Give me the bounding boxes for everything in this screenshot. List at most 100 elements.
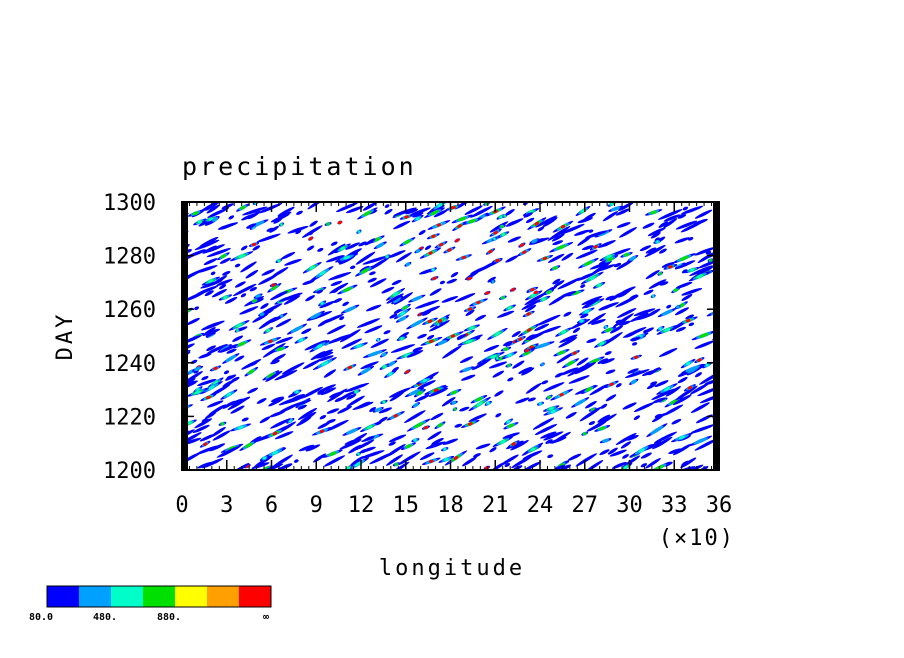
precip-streak (543, 382, 565, 392)
precip-streak (597, 414, 611, 423)
precip-level-1 (552, 278, 561, 285)
precip-level-1 (658, 221, 669, 228)
precip-level-1 (543, 431, 564, 441)
precip-level-1 (551, 233, 565, 242)
precip-level-1 (567, 363, 591, 377)
precip-level-1 (194, 418, 213, 429)
precip-streak (247, 387, 259, 394)
precip-streak (424, 207, 446, 218)
precip-streak (351, 389, 361, 394)
precip-streak (689, 435, 713, 447)
precip-level-3 (507, 420, 510, 424)
precip-level-1 (328, 271, 352, 281)
precip-streak (417, 333, 427, 339)
precip-level-1 (269, 225, 279, 233)
precip-streak (567, 363, 591, 377)
colorbar-label: 880. (157, 612, 181, 623)
precip-level-1 (245, 269, 259, 279)
precip-streak (335, 253, 359, 262)
precip-streak (429, 314, 450, 328)
precip-level-3 (444, 457, 449, 461)
precip-streak (337, 405, 352, 414)
precip-level-3 (610, 202, 614, 206)
precip-level-1 (428, 320, 450, 332)
precip-streak (279, 314, 285, 318)
precip-level-1 (553, 280, 565, 287)
precip-streak (604, 351, 612, 356)
precip-level-1 (206, 400, 224, 408)
precip-streak (265, 308, 274, 315)
precip-streak (218, 294, 233, 301)
precip-streak (652, 397, 667, 404)
precip-level-2 (534, 342, 551, 349)
precip-streak (585, 400, 597, 409)
precip-level-1 (659, 281, 669, 286)
precip-streak (599, 302, 619, 310)
precip-level-3 (340, 246, 346, 251)
precip-level-1 (362, 255, 388, 265)
precip-streak (470, 205, 493, 218)
precip-level-7 (457, 224, 462, 228)
precip-level-1 (577, 217, 594, 224)
precip-streak (320, 387, 337, 396)
precip-level-7 (347, 365, 353, 370)
precip-level-1 (364, 325, 383, 334)
precip-level-1 (317, 247, 324, 252)
precip-level-1 (695, 372, 702, 378)
precip-level-1 (198, 353, 212, 359)
precip-level-1 (433, 209, 448, 218)
precip-level-3 (386, 255, 389, 258)
precip-level-1 (230, 405, 245, 414)
precip-level-1 (615, 383, 622, 388)
precip-level-1 (404, 410, 426, 424)
precip-level-1 (585, 230, 608, 239)
precip-streak (587, 313, 606, 325)
precip-streak (399, 237, 416, 247)
precip-streak (646, 423, 668, 438)
precip-level-1 (560, 464, 572, 470)
precip-streak (627, 368, 639, 374)
precip-streak (370, 338, 390, 348)
precip-level-1 (663, 218, 678, 228)
precip-streak (256, 397, 267, 404)
precip-streak (463, 324, 481, 332)
precip-streak (523, 212, 533, 218)
precip-level-7 (697, 358, 702, 362)
y-tick-label: 1300 (103, 191, 156, 216)
precip-level-1 (470, 205, 493, 218)
precip-level-1 (206, 343, 228, 355)
precip-level-1 (665, 386, 681, 397)
precip-level-1 (570, 318, 591, 330)
precip-streak (665, 386, 681, 397)
precip-level-7 (428, 251, 433, 255)
precip-level-1 (470, 264, 492, 275)
precip-level-2 (344, 306, 356, 313)
precip-level-2 (410, 319, 424, 328)
colorbar-label: 80.0 (29, 612, 53, 623)
colorbar-swatch (111, 586, 143, 607)
precip-streak (619, 227, 637, 238)
precip-level-7 (593, 245, 598, 249)
precip-streak (691, 330, 717, 341)
x-tick-label: 6 (265, 493, 278, 518)
precip-level-1 (206, 248, 231, 258)
precip-streak (325, 255, 345, 263)
precip-level-1 (426, 205, 445, 215)
precip-level-4 (501, 296, 505, 300)
precip-level-1 (222, 379, 235, 387)
precip-streak (543, 407, 564, 416)
precip-level-3 (299, 338, 304, 342)
precip-level-7 (533, 290, 539, 295)
precip-streak (553, 349, 570, 357)
precip-level-3 (548, 407, 554, 411)
precip-streak (229, 251, 254, 262)
precip-streak (560, 290, 577, 298)
precip-level-1 (206, 345, 216, 352)
precip-streak (577, 217, 594, 224)
precip-streak (483, 344, 500, 352)
precip-level-1 (211, 289, 227, 298)
precip-level-1 (241, 417, 249, 422)
precip-streak (586, 338, 597, 343)
precip-streak (264, 447, 287, 458)
precip-streak (442, 331, 464, 341)
